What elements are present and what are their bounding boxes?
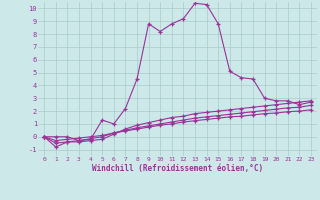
X-axis label: Windchill (Refroidissement éolien,°C): Windchill (Refroidissement éolien,°C): [92, 164, 263, 173]
